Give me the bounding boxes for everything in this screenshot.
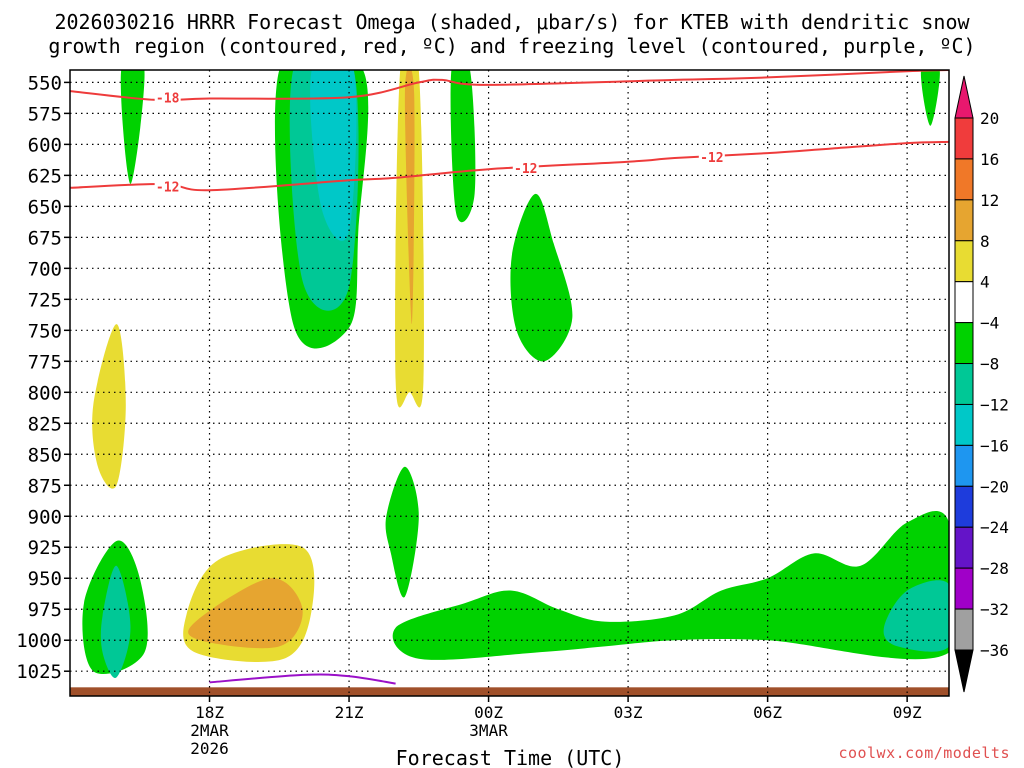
x-tick-label-2-0: 00Z (474, 703, 503, 722)
credit-text: coolwx.com/modelts (838, 744, 1010, 762)
omega-region-3 (310, 70, 357, 241)
y-tick-label-650: 650 (28, 196, 62, 218)
omega-region-5 (404, 70, 415, 325)
x-tick-label-5-0: 09Z (893, 703, 922, 722)
colorbar-segment-1 (954, 158, 974, 201)
colorbar-segment-8 (954, 444, 974, 487)
colorbar-label-10: −24 (980, 518, 1009, 537)
colorbar-label-8: −16 (980, 436, 1009, 455)
x-axis-label: Forecast Time (UTC) (396, 746, 625, 768)
y-tick-label-1000: 1000 (16, 630, 62, 652)
colorbar-label-12: −32 (980, 600, 1009, 619)
y-tick-label-875: 875 (28, 475, 62, 497)
colorbar-label-13: −36 (980, 641, 1009, 660)
freezing-level-contour (209, 673, 396, 685)
contour-label-1-1: -12 (514, 162, 537, 177)
x-tick-label-0-2: 2026 (190, 739, 229, 758)
colorbar-label-1: 16 (980, 150, 999, 169)
colorbar-label-4: 4 (980, 273, 990, 292)
y-axis: 550 575 600 625 650 675 700 725 750 775 800 825 850 8… (16, 72, 70, 683)
colorbar-label-5: −4 (980, 314, 999, 333)
y-tick-label-1025: 1025 (16, 661, 62, 683)
colorbar-label-11: −28 (980, 559, 1009, 578)
contour-label-1-0: -12 (156, 181, 179, 196)
ground-surface (70, 687, 949, 696)
y-tick-label-800: 800 (28, 382, 62, 404)
omega-region-8 (92, 324, 126, 489)
colorbar-segment-5 (954, 322, 974, 365)
y-tick-label-700: 700 (28, 258, 62, 280)
grid (70, 70, 949, 696)
y-tick-label-625: 625 (28, 165, 62, 187)
y-tick-label-675: 675 (28, 227, 62, 249)
omega-region-9 (385, 466, 419, 598)
chart-title-line-1: 2026030216 HRRR Forecast Omega (shaded, … (54, 10, 970, 34)
plot-frame (69, 69, 950, 697)
omega-region-16 (920, 70, 940, 126)
y-tick-label-850: 850 (28, 444, 62, 466)
y-tick-label-750: 750 (28, 320, 62, 342)
y-tick-label-725: 725 (28, 289, 62, 311)
plot-border (69, 69, 950, 697)
colorbar-segment-0 (954, 117, 974, 160)
y-tick-label-825: 825 (28, 413, 62, 435)
colorbar-segment-10 (954, 526, 974, 569)
colorbar-label-0: 20 (980, 109, 999, 128)
colorbar-segment-12 (954, 608, 974, 651)
y-tick-label-775: 775 (28, 351, 62, 373)
omega-region-14 (392, 511, 949, 660)
contour-label-bg-1-2 (698, 148, 725, 164)
omega-region-13 (188, 578, 303, 649)
colorbar-segment-11 (954, 567, 974, 610)
ground-layer (70, 687, 949, 696)
colorbar-label-2: 12 (980, 191, 999, 210)
y-tick-label-950: 950 (28, 568, 62, 590)
colorbar-label-9: −20 (980, 477, 1009, 496)
contour-label-1-2: -12 (700, 151, 723, 166)
y-tick-label-550: 550 (28, 72, 62, 94)
y-tick-label-600: 600 (28, 134, 62, 156)
x-tick-label-3-0: 03Z (614, 703, 643, 722)
colorbar-label-3: 8 (980, 232, 990, 251)
colorbar-segment-3 (954, 240, 974, 283)
y-tick-label-900: 900 (28, 506, 62, 528)
contour-label-0-0: -18 (156, 91, 180, 106)
colorbar-segment-6 (954, 363, 974, 405)
x-tick-label-4-0: 06Z (753, 703, 782, 722)
contour-label-bg-1-0 (154, 178, 181, 194)
contour-label-bg-0-0 (154, 89, 181, 105)
y-tick-label-925: 925 (28, 537, 62, 559)
omega-region-11 (100, 565, 131, 678)
omega-region-7 (510, 193, 573, 362)
chart-title-line-2: growth region (contoured, red, ºC) and f… (48, 34, 976, 58)
omega-region-6 (450, 70, 476, 223)
contour-label-bg-1-1 (512, 159, 539, 175)
x-tick-label-2-1: 3MAR (469, 721, 508, 740)
y-tick-label-975: 975 (28, 599, 62, 621)
colorbar-segment-4 (954, 281, 974, 324)
x-tick-label-0-1: 2MAR (190, 721, 229, 740)
colorbar: 20 16 12 8 4 −4 −8 −12 −16 −20 −24 −28 −32 −36 (954, 75, 1009, 693)
colorbar-arrow-top (954, 75, 974, 119)
x-tick-label-1-0: 21Z (335, 703, 364, 722)
colorbar-segment-9 (954, 485, 974, 528)
contour-labels: -18 -12 -12 -12 (154, 89, 725, 196)
colorbar-label-7: −12 (980, 395, 1009, 414)
y-tick-label-575: 575 (28, 103, 62, 125)
omega-region-15 (883, 580, 949, 652)
dendritic-contour-0 (70, 70, 949, 102)
colorbar-segment-7 (954, 403, 974, 446)
colorbar-segment-2 (954, 199, 974, 242)
colorbar-arrow-bottom (954, 649, 974, 693)
colorbar-label-6: −8 (980, 355, 999, 374)
x-tick-label-0-0: 18Z (195, 703, 224, 722)
omega-shading (82, 70, 949, 678)
